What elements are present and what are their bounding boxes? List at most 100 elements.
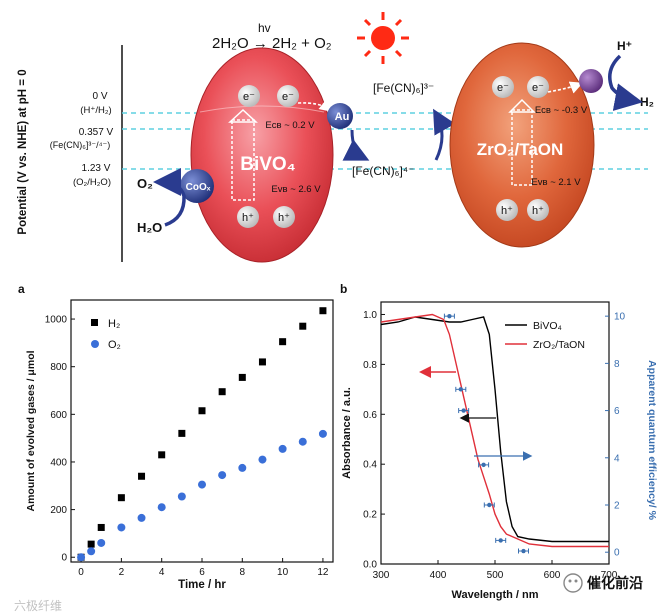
h2-data-point — [238, 373, 246, 381]
coox-label: CoOₓ — [186, 182, 211, 193]
au-label: Au — [335, 111, 350, 123]
chart-b-ytick-right-label: 4 — [614, 453, 620, 464]
chart-a-ticks: 0 2 4 6 8 10 12 0 200 400 600 800 1000 — [45, 315, 329, 578]
chart-a-xtick-label: 4 — [159, 567, 165, 578]
watermark-right-text: 催化前沿 — [587, 575, 643, 591]
chart-b-ytick-right-label: 10 — [614, 312, 626, 323]
au-cocatalyst: Au — [297, 99, 353, 129]
h2-data-point — [279, 338, 287, 346]
chart-b-ytick-label: 0.4 — [363, 460, 377, 471]
chart-b-ytick-label: 0.6 — [363, 410, 377, 421]
chart-b-ytick-label: 1.0 — [363, 310, 377, 321]
zro2-electron-1: e⁻ — [497, 82, 509, 94]
potential-axis-label: Potential (V vs. NHE) at pH = 0 — [17, 69, 29, 234]
chart-a-ytick-label: 200 — [50, 505, 67, 516]
chart-b-xtick-label: 400 — [430, 570, 447, 581]
chart-a-xtick-label: 12 — [317, 567, 329, 578]
bivo4-electron-2: e⁻ — [282, 91, 294, 103]
level-0v-couple: (H⁺/H₂) — [80, 105, 111, 116]
chart-b-xlabel: Wavelength / nm — [452, 589, 539, 601]
zro2-taon-particle: e⁻ e⁻ h⁺ h⁺ Eᴄʙ ~ -0.3 V ZrO₂/TaON Eᴠʙ ~… — [449, 42, 595, 248]
pt-cocatalyst — [579, 69, 603, 93]
bivo4-hole-1: h⁺ — [242, 212, 254, 224]
h2-data-point — [319, 307, 327, 315]
o2-data-point — [177, 492, 186, 501]
proton-reduction-arrow — [608, 54, 643, 111]
chart-a-points — [77, 307, 327, 562]
chart-a-xtick-label: 10 — [277, 567, 289, 578]
panel-label-b: b — [340, 282, 347, 296]
chart-b-ytick-right-label: 8 — [614, 359, 620, 370]
o2-data-point — [97, 538, 106, 547]
fe3-reduction-arrow — [342, 129, 370, 161]
zro2-electron-2: e⁻ — [532, 82, 544, 94]
chart-b-xtick-label: 500 — [487, 570, 504, 581]
h2-data-point — [97, 523, 105, 531]
chart-b-xtick-label: 600 — [544, 570, 561, 581]
chart-a-ytick-label: 400 — [50, 457, 67, 468]
level-123v-couple: (O₂/H₂O) — [73, 177, 111, 188]
watermark-right: 催化前沿 — [563, 573, 643, 593]
fe4-label: [Fe(CN)₆]⁴⁻ — [352, 164, 414, 178]
h2-data-point — [178, 429, 186, 437]
chart-a-xtick-label: 8 — [240, 567, 246, 578]
o2-product: O₂ — [137, 176, 153, 191]
legend-h2-label: H₂ — [108, 318, 120, 330]
chart-b-lines — [380, 313, 609, 548]
o2-data-point — [298, 437, 307, 446]
chart-a-ytick-label: 1000 — [45, 315, 68, 326]
panel-label-a: a — [18, 282, 25, 296]
bivo4-electron-1: e⁻ — [243, 91, 255, 103]
bivo4-hole-2: h⁺ — [278, 212, 290, 224]
zro2-evb: Eᴠʙ ~ 2.1 V — [531, 177, 581, 188]
level-0v-value: 0 V — [92, 91, 107, 102]
coox-cocatalyst: CoOₓ — [180, 169, 214, 203]
hv-label: hv — [258, 21, 271, 35]
bivo4-ecb: Eᴄʙ ~ 0.2 V — [265, 120, 315, 131]
chart-b-xtick-label: 300 — [373, 570, 390, 581]
o2-data-point — [157, 503, 166, 512]
h2-data-point — [117, 494, 125, 502]
chart-b-ticks: 300 400 500 600 700 0.0 0.2 0.4 0.6 0.8 1.0 0 2 4 6 8 10 — [363, 310, 625, 581]
h2-data-point — [87, 540, 95, 548]
chart-b-ytick-right-label: 6 — [614, 406, 620, 417]
legend-zro2-label: ZrO₂/TaON — [533, 339, 585, 351]
legend-h2-marker — [91, 319, 98, 326]
h2-data-point — [138, 472, 146, 480]
bivo4-evb: Eᴠʙ ~ 2.6 V — [271, 184, 321, 195]
overall-reaction: 2H₂O → 2H₂ + O₂ — [212, 35, 332, 52]
chart-a-xtick-label: 0 — [78, 567, 84, 578]
bivo4-particle: e⁻ e⁻ h⁺ h⁺ Eᴄʙ ~ 0.2 V BiVO₄ Eᴠʙ ~ 2.6 … — [190, 47, 334, 263]
chart-b-ylabel-right: Apparent quantum efficiency/ % — [646, 360, 658, 521]
chart-a-xlabel: Time / hr — [178, 579, 226, 591]
level-123v-value: 1.23 V — [82, 163, 111, 174]
chart-b-ytick-label: 0.0 — [363, 560, 377, 571]
h2-data-point — [218, 388, 226, 396]
legend-o2-label: O₂ — [108, 339, 121, 351]
h2-data-point — [258, 358, 266, 366]
h2o-reactant: H₂O — [137, 220, 162, 235]
chart-a-xtick-label: 2 — [119, 567, 125, 578]
bivo4-name: BiVO₄ — [240, 154, 296, 175]
h2-data-point — [299, 322, 307, 330]
o2-data-point — [117, 523, 126, 532]
chart-a-ytick-label: 800 — [50, 362, 67, 373]
chart-b-ylabel: Absorbance / a.u. — [341, 387, 353, 479]
o2-data-point — [278, 444, 287, 453]
fe4-oxidation-arrow — [433, 108, 456, 161]
o2-data-point — [77, 553, 86, 562]
chart-b-ytick-label: 0.2 — [363, 510, 377, 521]
chart-b-ytick-label: 0.8 — [363, 360, 377, 371]
bivo4-absorbance-line — [380, 316, 609, 543]
h2-data-point — [198, 407, 206, 415]
h2-product: H₂ — [640, 95, 654, 109]
watermark-left: 六极纤维 — [14, 599, 62, 613]
chart-b-ytick-right-label: 2 — [614, 500, 620, 511]
zro2-hole-1: h⁺ — [501, 205, 513, 217]
o2-data-point — [218, 471, 227, 480]
chart-a-xtick-label: 6 — [199, 567, 205, 578]
chart-b-qe-points — [443, 313, 529, 554]
legend-bivo4-label: BiVO₄ — [533, 320, 562, 332]
level-0357v-couple: (Fe(CN)₆]³⁻/⁴⁻) — [50, 140, 111, 150]
